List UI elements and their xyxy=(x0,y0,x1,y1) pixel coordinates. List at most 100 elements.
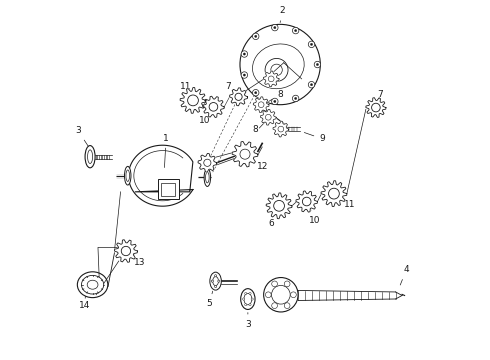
Circle shape xyxy=(243,74,245,76)
Circle shape xyxy=(314,61,320,68)
Ellipse shape xyxy=(210,272,221,290)
Text: 13: 13 xyxy=(133,255,145,267)
Polygon shape xyxy=(230,88,247,106)
Circle shape xyxy=(274,27,276,29)
Ellipse shape xyxy=(241,289,255,310)
Circle shape xyxy=(251,298,253,300)
Ellipse shape xyxy=(81,275,104,294)
Text: 12: 12 xyxy=(252,158,268,171)
Polygon shape xyxy=(253,97,269,113)
Circle shape xyxy=(188,95,198,106)
FancyBboxPatch shape xyxy=(158,179,179,199)
Polygon shape xyxy=(366,98,386,117)
Polygon shape xyxy=(203,96,224,117)
Polygon shape xyxy=(266,193,292,219)
Circle shape xyxy=(240,149,250,159)
Circle shape xyxy=(293,95,299,102)
Circle shape xyxy=(284,303,290,309)
Circle shape xyxy=(271,64,282,76)
Circle shape xyxy=(245,292,247,294)
Polygon shape xyxy=(263,71,279,87)
FancyBboxPatch shape xyxy=(161,183,175,196)
Circle shape xyxy=(274,201,285,211)
Polygon shape xyxy=(321,181,347,207)
Circle shape xyxy=(308,41,315,48)
Ellipse shape xyxy=(87,280,98,289)
Circle shape xyxy=(293,27,299,34)
Ellipse shape xyxy=(85,145,95,168)
Polygon shape xyxy=(180,87,206,113)
Circle shape xyxy=(209,103,218,111)
Circle shape xyxy=(235,93,242,100)
Circle shape xyxy=(264,278,298,312)
Polygon shape xyxy=(115,240,137,262)
Circle shape xyxy=(266,114,271,120)
Text: 2: 2 xyxy=(279,6,285,23)
Circle shape xyxy=(215,275,217,277)
Circle shape xyxy=(294,30,297,32)
Text: 7: 7 xyxy=(225,82,234,93)
Text: 8: 8 xyxy=(269,90,283,102)
Circle shape xyxy=(215,285,217,288)
Ellipse shape xyxy=(205,172,209,183)
Circle shape xyxy=(308,81,315,88)
Text: 3: 3 xyxy=(75,126,88,146)
Ellipse shape xyxy=(213,276,219,285)
Text: 10: 10 xyxy=(199,113,212,125)
Circle shape xyxy=(271,24,278,31)
Circle shape xyxy=(243,53,245,55)
Circle shape xyxy=(258,102,264,108)
Ellipse shape xyxy=(88,150,93,163)
Circle shape xyxy=(317,63,318,66)
Text: 8: 8 xyxy=(252,125,258,134)
Circle shape xyxy=(311,43,313,45)
Circle shape xyxy=(122,246,131,256)
Circle shape xyxy=(265,58,288,81)
Ellipse shape xyxy=(126,170,129,181)
Polygon shape xyxy=(273,121,289,137)
Ellipse shape xyxy=(244,293,252,305)
Text: 11: 11 xyxy=(180,82,192,91)
Circle shape xyxy=(204,159,211,166)
Circle shape xyxy=(294,97,297,99)
Ellipse shape xyxy=(124,166,131,185)
Circle shape xyxy=(255,92,257,94)
Text: 4: 4 xyxy=(400,265,409,285)
Circle shape xyxy=(271,98,278,105)
Circle shape xyxy=(243,298,245,300)
Text: 11: 11 xyxy=(342,197,355,209)
Text: 10: 10 xyxy=(309,209,320,225)
Circle shape xyxy=(241,51,247,57)
Circle shape xyxy=(278,126,284,132)
Circle shape xyxy=(249,292,251,294)
Text: 3: 3 xyxy=(245,312,251,329)
Polygon shape xyxy=(198,153,217,172)
Circle shape xyxy=(272,281,277,287)
Text: 9: 9 xyxy=(304,132,325,143)
Polygon shape xyxy=(296,191,318,212)
Circle shape xyxy=(302,197,311,206)
Text: 7: 7 xyxy=(378,90,384,99)
Circle shape xyxy=(218,280,220,282)
Circle shape xyxy=(266,292,271,298)
Text: 13: 13 xyxy=(214,145,250,158)
Circle shape xyxy=(269,76,274,82)
Polygon shape xyxy=(232,141,258,167)
Circle shape xyxy=(249,303,251,306)
Circle shape xyxy=(272,303,277,309)
Text: 6: 6 xyxy=(268,214,275,228)
Circle shape xyxy=(329,188,339,199)
Circle shape xyxy=(284,281,290,287)
Circle shape xyxy=(245,303,247,306)
Ellipse shape xyxy=(77,272,108,298)
Text: 5: 5 xyxy=(206,291,213,308)
Text: 14: 14 xyxy=(79,296,90,310)
Circle shape xyxy=(311,84,313,86)
Circle shape xyxy=(240,24,320,105)
Circle shape xyxy=(255,35,257,37)
Ellipse shape xyxy=(204,168,211,186)
Circle shape xyxy=(291,292,296,298)
Text: 1: 1 xyxy=(163,134,169,167)
Circle shape xyxy=(252,90,259,96)
Circle shape xyxy=(274,100,276,103)
